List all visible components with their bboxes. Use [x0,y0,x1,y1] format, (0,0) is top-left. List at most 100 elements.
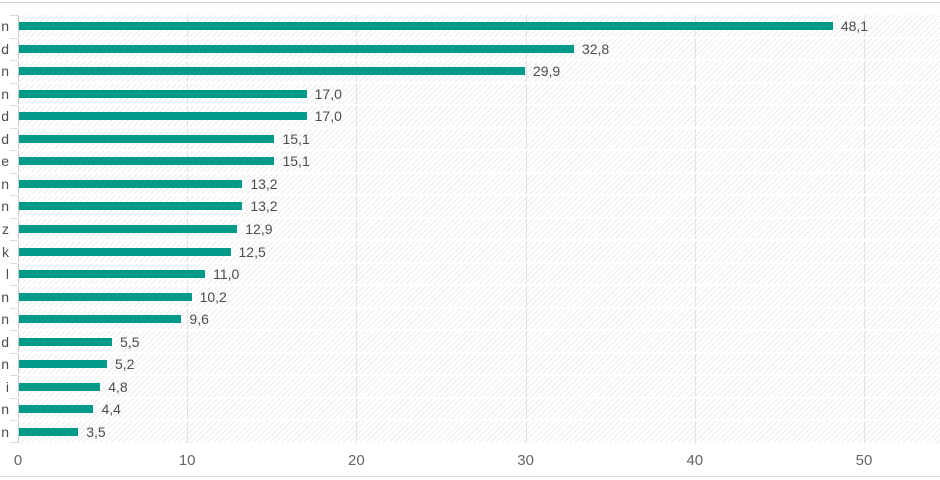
bar[interactable] [19,427,79,436]
category-label: n [1,175,9,192]
y-axis-tick [10,60,18,61]
row-separator [18,374,940,377]
bar-value-label: 10,2 [199,288,227,305]
bar[interactable] [19,157,275,166]
row-separator [18,239,940,242]
row-separator [18,306,940,309]
row-separator [18,36,940,39]
row-separator [18,351,940,354]
bar[interactable] [19,67,525,76]
row-separator [18,284,940,287]
y-axis-tick [10,15,18,16]
y-axis-tick [10,195,18,196]
x-gridline [694,15,696,443]
bar-value-label: 12,5 [238,243,266,260]
category-label: k [2,243,9,260]
row-separator [18,329,940,332]
bar-value-label: 13,2 [250,175,278,192]
y-axis-tick [10,420,18,421]
bar-value-label: 3,5 [86,423,106,440]
bar-value-label: 15,1 [282,130,310,147]
bar-value-label: 17,0 [314,85,342,102]
y-axis-tick [10,83,18,84]
bar-value-label: 9,6 [189,311,209,328]
category-label: i [5,378,9,395]
x-axis-tick-label: 20 [348,452,365,469]
y-axis-tick [10,442,18,443]
category-label: l [5,266,9,283]
bar-value-label: 5,5 [120,333,140,350]
bar[interactable] [19,134,275,143]
bar-value-label: 5,2 [114,356,135,373]
y-axis-tick [10,308,18,309]
x-gridline [356,15,358,443]
category-label: n [1,401,9,418]
x-axis-tick-label: 0 [13,452,23,469]
y-axis-tick [10,173,18,174]
bar[interactable] [19,337,113,346]
bar[interactable] [19,44,574,53]
row-separator [18,149,940,152]
category-label: n [1,198,9,215]
category-label: z [2,221,9,237]
category-label: n [1,18,9,35]
bar-value-label: 11,0 [213,266,240,283]
bar-value-label: 15,1 [282,153,310,170]
bar[interactable] [19,89,307,98]
x-axis-tick-label: 30 [517,452,534,469]
bar[interactable] [19,22,833,31]
x-gridline [864,15,865,443]
bar[interactable] [19,360,107,369]
row-separator [18,171,940,174]
bar[interactable] [19,202,243,211]
plot-area: 48,1 32,8 29,9 17,0 17,0 15,1 15,1 13,2 13,2 12,9… [10,15,940,443]
row-separator [18,81,940,84]
y-axis-tick [10,398,18,399]
y-axis-tick [10,105,18,106]
row-separator [18,216,940,219]
category-label: n [1,63,9,80]
bar[interactable] [19,247,231,256]
category-label: e [1,153,9,170]
y-axis-tick [10,375,18,376]
x-axis-labels: 0 10 20 30 40 50 [0,452,940,472]
y-axis-tick [10,38,18,39]
row-separator [18,261,940,264]
x-axis-tick-label: 10 [178,452,196,469]
y-axis-tick [10,128,18,129]
bar[interactable] [19,179,243,188]
x-gridline [525,15,527,443]
bar[interactable] [19,225,238,233]
y-axis-line [18,15,19,443]
category-label: n [1,288,9,305]
y-axis-tick [10,353,18,354]
row-separator [18,194,940,197]
bar-value-label: 4,4 [101,401,121,418]
bar-value-label: 4,8 [108,378,128,395]
row-separator [18,419,940,422]
row-separator [18,59,940,62]
category-label: n [1,85,9,102]
bar[interactable] [19,382,101,391]
bar[interactable] [19,315,182,324]
row-separator [18,104,940,107]
x-axis-tick-label: 50 [855,452,873,469]
y-axis-tick [10,240,18,241]
bar-value-label: 13,2 [250,198,278,215]
chart-top-border [0,2,940,3]
bar-value-label: 32,8 [581,40,610,57]
category-label: d [1,108,9,125]
category-label: d [1,333,9,350]
bar[interactable] [19,292,192,301]
y-axis-tick [10,218,18,219]
category-label: n [1,356,9,373]
y-axis-tick [10,330,18,331]
category-label: d [1,130,9,147]
bar[interactable] [19,405,94,414]
category-label: d [1,40,9,57]
category-label: n [1,311,9,328]
bar[interactable] [19,270,206,279]
bar[interactable] [19,112,307,121]
